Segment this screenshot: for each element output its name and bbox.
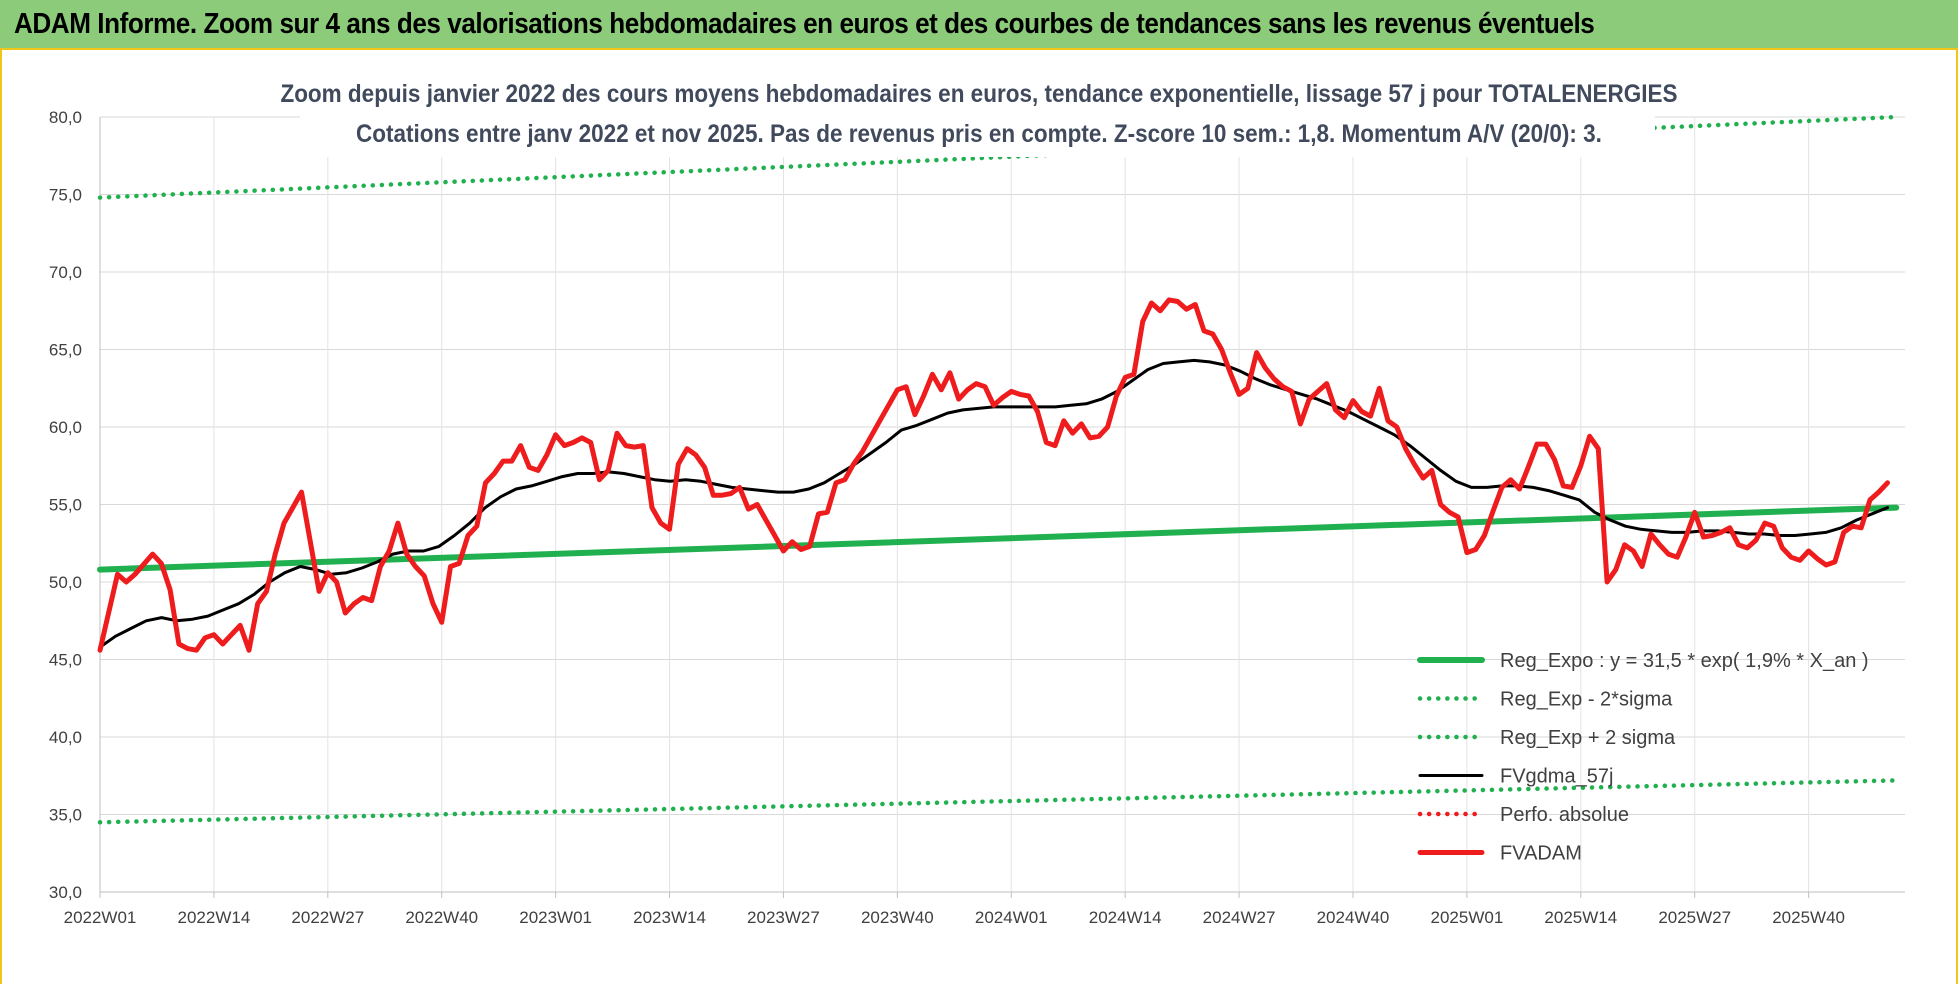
x-tick-label: 2023W14 bbox=[633, 908, 706, 927]
x-tick-label: 2023W01 bbox=[519, 908, 592, 927]
y-tick-label: 60,0 bbox=[49, 418, 82, 437]
y-tick-label: 50,0 bbox=[49, 573, 82, 592]
x-tick-label: 2025W40 bbox=[1772, 908, 1845, 927]
chart-subtitle: Cotations entre janv 2022 et nov 2025. P… bbox=[356, 120, 1602, 148]
chart-grid bbox=[99, 116, 1905, 893]
y-tick-label: 70,0 bbox=[49, 263, 82, 282]
y-tick-label: 65,0 bbox=[49, 341, 82, 360]
series-line-5 bbox=[97, 297, 1890, 653]
legend-label: Reg_Exp + 2 sigma bbox=[1500, 727, 1676, 749]
report-banner: ADAM Informe. Zoom sur 4 ans des valoris… bbox=[0, 0, 1958, 50]
y-tick-label: 75,0 bbox=[49, 186, 82, 205]
legend-label: Perfo. absolue bbox=[1500, 804, 1629, 826]
legend-label: FVADAM bbox=[1500, 843, 1582, 865]
legend-label: FVgdma_57j bbox=[1500, 766, 1613, 788]
x-tick-label: 2022W40 bbox=[405, 908, 478, 927]
x-tick-label: 2022W01 bbox=[64, 908, 137, 927]
y-tick-label: 80,0 bbox=[49, 108, 82, 127]
chart-legend: Reg_Expo : y = 31,5 * exp( 1,9% * X_an )… bbox=[1417, 650, 1869, 865]
series-line-1 bbox=[97, 778, 1899, 825]
x-tick-label: 2024W01 bbox=[975, 908, 1048, 927]
x-tick-label: 2022W27 bbox=[291, 908, 364, 927]
legend-label: Reg_Expo : y = 31,5 * exp( 1,9% * X_an ) bbox=[1500, 650, 1869, 672]
chart-frame bbox=[0, 50, 1958, 984]
y-tick-label: 40,0 bbox=[49, 728, 82, 747]
chart-title: Zoom depuis janvier 2022 des cours moyen… bbox=[280, 80, 1678, 108]
x-tick-label: 2023W27 bbox=[747, 908, 820, 927]
y-tick-label: 45,0 bbox=[49, 651, 82, 670]
y-tick-label: 30,0 bbox=[49, 883, 82, 902]
series-line-0 bbox=[97, 504, 1900, 573]
x-axis-ticks: 2022W01 2022W14 2022W27 2022W40 2023W01 2023W… bbox=[64, 892, 1845, 927]
x-tick-label: 2023W40 bbox=[861, 908, 934, 927]
x-tick-label: 2024W27 bbox=[1203, 908, 1276, 927]
y-axis-ticks: 30,0 35,0 40,0 45,0 50,0 55,0 60,0 65,0 70,0 75,0… bbox=[49, 108, 82, 902]
x-tick-label: 2024W14 bbox=[1089, 908, 1162, 927]
y-tick-label: 55,0 bbox=[49, 496, 82, 515]
x-tick-label: 2025W27 bbox=[1658, 908, 1731, 927]
chart-series bbox=[97, 114, 1900, 825]
series-line-2 bbox=[97, 114, 1899, 200]
legend-label: Reg_Exp - 2*sigma bbox=[1500, 689, 1673, 711]
x-tick-label: 2022W14 bbox=[178, 908, 251, 927]
x-tick-label: 2024W40 bbox=[1317, 908, 1390, 927]
chart-title-background bbox=[300, 75, 1655, 157]
y-tick-label: 35,0 bbox=[49, 806, 82, 825]
x-tick-label: 2025W01 bbox=[1431, 908, 1504, 927]
x-tick-label: 2025W14 bbox=[1544, 908, 1617, 927]
banner-title: ADAM Informe. Zoom sur 4 ans des valoris… bbox=[14, 8, 1595, 40]
